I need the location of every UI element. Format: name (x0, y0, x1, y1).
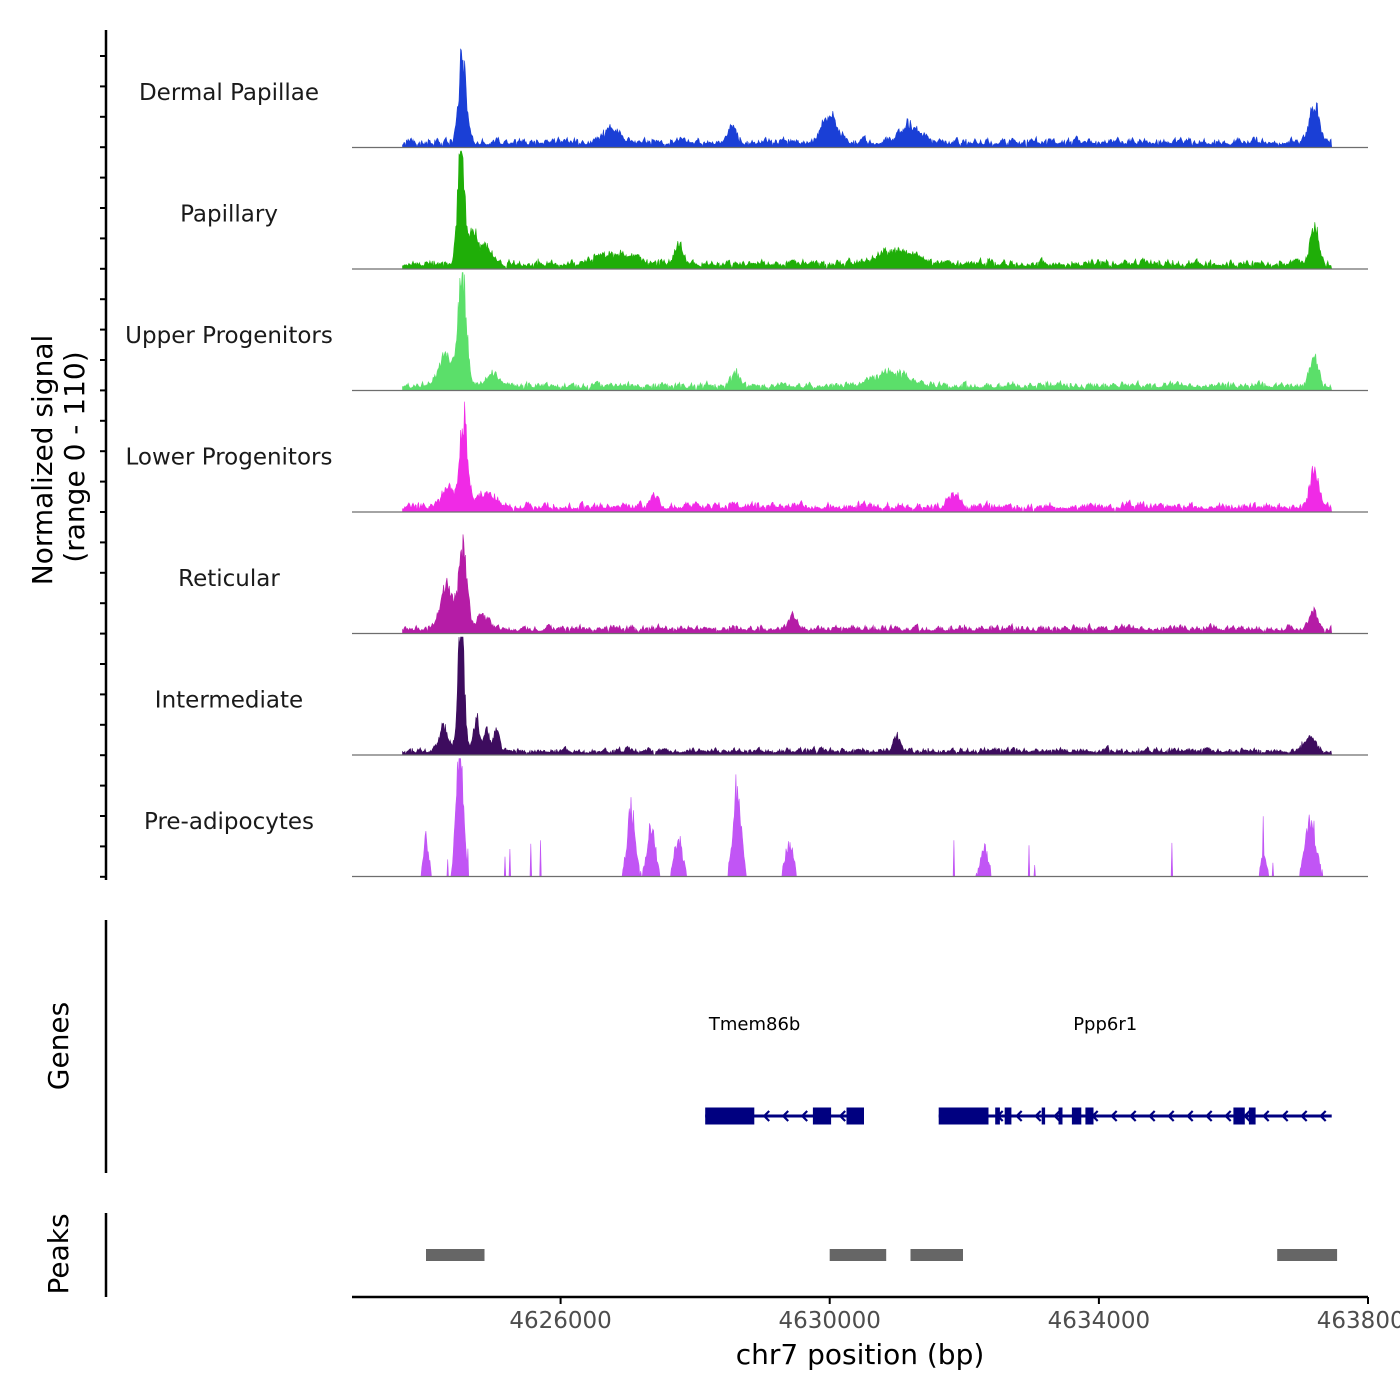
track-reticular: Reticular (178, 534, 1368, 635)
strand-arrow (1224, 1110, 1232, 1122)
track-label-dermal-papillae: Dermal Papillae (139, 80, 319, 106)
gene-label-tmem86b: Tmem86b (708, 1014, 800, 1035)
genes-panel-title: Genes (42, 1002, 75, 1090)
track-papillary: Papillary (180, 150, 1368, 270)
track-pre-adipocytes: Pre-adipocytes (144, 758, 1368, 878)
track-lower-progenitors: Lower Progenitors (126, 401, 1368, 513)
peak-region (910, 1249, 963, 1261)
gene-exon (1004, 1107, 1012, 1125)
y-axis-title-line2: (range 0 - 110) (58, 351, 91, 562)
gene-exon (1071, 1107, 1082, 1125)
strand-arrow (1110, 1110, 1118, 1122)
coverage-area-upper-progenitors (402, 272, 1333, 392)
track-intermediate: Intermediate (155, 636, 1368, 756)
gene-exon (995, 1107, 1000, 1125)
strand-arrow (1205, 1110, 1213, 1122)
strand-arrow (1319, 1110, 1327, 1122)
track-label-pre-adipocytes: Pre-adipocytes (144, 809, 314, 835)
coverage-area-intermediate (402, 636, 1333, 756)
coverage-area-pre-adipocytes (402, 758, 1332, 877)
strand-arrow (838, 1110, 846, 1122)
x-axis-title: chr7 position (bp) (736, 1338, 985, 1371)
x-tick-label: 4638000 (1317, 1308, 1400, 1334)
x-tick-label: 4634000 (1048, 1308, 1150, 1334)
peak-region (829, 1249, 887, 1261)
x-axis-ticks: 4626000 4630000 4634000 4638000 (509, 1297, 1400, 1334)
gene-exon (1248, 1107, 1256, 1125)
gene-exon (1058, 1107, 1063, 1125)
gene-ppp6r1: Ppp6r1 (938, 1014, 1332, 1125)
x-tick-label: 4626000 (509, 1308, 611, 1334)
x-tick-label: 4630000 (778, 1308, 880, 1334)
track-label-reticular: Reticular (178, 566, 280, 592)
strand-arrow (1186, 1110, 1194, 1122)
strand-arrow (1129, 1110, 1137, 1122)
strand-arrow (1167, 1110, 1175, 1122)
gene-exon (1085, 1107, 1094, 1125)
track-label-intermediate: Intermediate (155, 688, 303, 714)
coverage-area-reticular (402, 534, 1333, 635)
gene-tmem86b: Tmem86b (705, 1014, 864, 1125)
coverage-area-papillary (402, 150, 1333, 270)
gene-exon (846, 1107, 864, 1125)
peaks-panel-title: Peaks (42, 1213, 75, 1294)
strand-arrow (781, 1110, 789, 1122)
track-upper-progenitors: Upper Progenitors (125, 272, 1368, 392)
coverage-area-lower-progenitors (402, 401, 1333, 513)
track-dermal-papillae: Dermal Papillae (139, 48, 1368, 149)
peak-region (426, 1249, 485, 1261)
track-label-papillary: Papillary (180, 202, 278, 228)
gene-exon (1233, 1107, 1245, 1125)
strand-arrow (1300, 1110, 1308, 1122)
coverage-area-dermal-papillae (402, 48, 1333, 149)
peak-region (1277, 1249, 1338, 1261)
strand-arrow (1148, 1110, 1156, 1122)
gene-annotation-panel: Tmem86b Ppp6r1 (705, 1014, 1332, 1125)
gene-exon (1041, 1107, 1046, 1125)
gene-exon (938, 1107, 989, 1125)
y-axis-title-line1: Normalized signal (26, 335, 59, 586)
strand-arrow (1015, 1110, 1023, 1122)
strand-arrow (1262, 1110, 1270, 1122)
gene-label-ppp6r1: Ppp6r1 (1073, 1014, 1137, 1035)
coverage-y-axis (100, 30, 108, 880)
peaks-panel (426, 1249, 1338, 1261)
strand-arrow (1053, 1110, 1061, 1122)
strand-arrow (1034, 1110, 1042, 1122)
gene-exon (705, 1107, 755, 1125)
coverage-tracks: Dermal Papillae Papillary Upper Progenitor… (125, 48, 1368, 878)
strand-arrow (800, 1110, 808, 1122)
track-label-upper-progenitors: Upper Progenitors (125, 323, 333, 349)
strand-arrow (762, 1110, 770, 1122)
strand-arrow (1281, 1110, 1289, 1122)
gene-exon (812, 1107, 832, 1125)
track-label-lower-progenitors: Lower Progenitors (126, 445, 333, 471)
